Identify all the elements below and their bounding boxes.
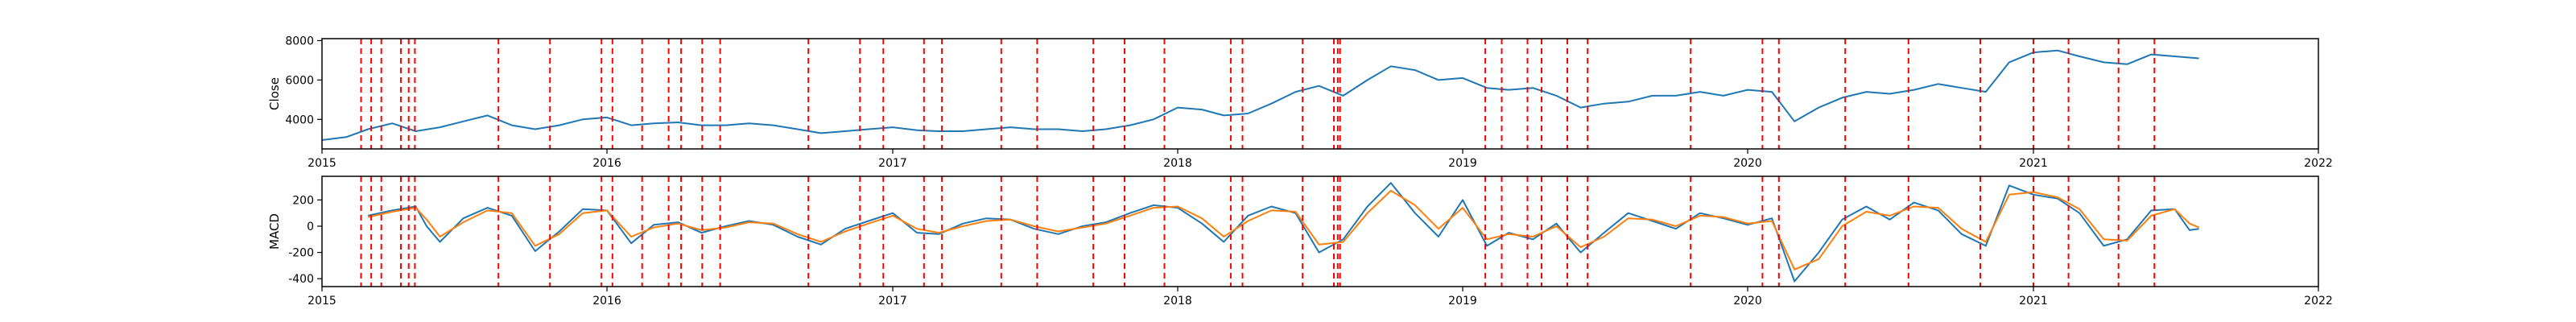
axes-frame [321,175,2319,287]
axes-frame [321,38,2319,150]
y-tick-label: 8000 [285,35,314,47]
x-tick-label: 2022 [2304,295,2333,308]
x-tick-label: 2018 [1163,295,1192,308]
x-tick-label: 2022 [2304,157,2333,170]
x-tick-label: 2019 [1448,157,1477,170]
y-tick-label: -200 [288,247,314,260]
y-axis-label: MACD [267,213,282,250]
y-tick-label: -400 [288,273,314,286]
x-tick-label: 2017 [878,157,907,170]
x-tick-label: 2020 [1733,157,1762,170]
series-line-0 [367,182,2199,283]
y-tick-label: 200 [292,194,314,207]
series-line-0 [321,49,2199,141]
x-tick-label: 2016 [592,157,621,170]
macd-panel: 2015 2016 2017 2018 2019 2020 2021 2022 -400 -200… [267,175,2333,308]
y-tick-label: 6000 [285,74,314,87]
x-tick-label: 2021 [2019,295,2048,308]
y-axis-label: Close [267,77,282,110]
series-line-1 [367,189,2199,270]
x-tick-label: 2016 [592,295,621,308]
x-tick-label: 2015 [308,295,336,308]
close-price-panel: 2015 2016 2017 2018 2019 2020 2021 2022 4000 6000… [267,35,2333,170]
y-tick-label: 0 [307,221,314,233]
x-tick-label: 2017 [878,295,907,308]
x-tick-label: 2019 [1448,295,1477,308]
x-tick-label: 2018 [1163,157,1192,170]
x-tick-label: 2020 [1733,295,1762,308]
y-tick-label: 4000 [285,114,314,126]
x-tick-label: 2015 [308,157,336,170]
x-tick-label: 2021 [2019,157,2048,170]
